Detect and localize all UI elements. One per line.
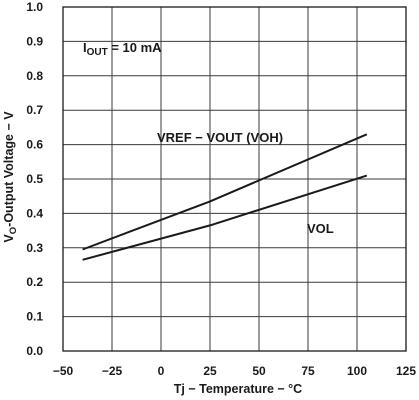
y-tick-label: 0.4 bbox=[26, 206, 43, 220]
x-tick-label: 100 bbox=[347, 364, 367, 378]
x-tick-labels: −50 −25 0 25 50 75 100 125 bbox=[53, 364, 417, 378]
series-lines bbox=[82, 133, 368, 261]
x-tick-label: −50 bbox=[53, 364, 74, 378]
x-tick-label: 0 bbox=[158, 364, 165, 378]
y-tick-label: 0.0 bbox=[26, 344, 43, 358]
x-tick-label: 125 bbox=[396, 364, 416, 378]
condition-symbol: I bbox=[83, 40, 87, 55]
x-tick-label: 25 bbox=[203, 364, 217, 378]
y-tick-label: 0.3 bbox=[26, 241, 43, 255]
plot-frame bbox=[62, 6, 407, 352]
y-axis-title-symbol: V bbox=[2, 234, 16, 243]
series-line-vol bbox=[82, 174, 368, 261]
y-tick-label: 0.8 bbox=[26, 69, 43, 83]
series-label-voh: VREF − VOUT (VOH) bbox=[157, 130, 283, 145]
y-axis-title: VO-Output Voltage − V bbox=[2, 111, 19, 243]
x-axis-title: Tj − Temperature − °C bbox=[174, 382, 302, 396]
y-tick-label: 0.5 bbox=[26, 172, 43, 186]
y-tick-label: 0.2 bbox=[26, 275, 43, 289]
condition-annotation: IOUT = 10 mA bbox=[83, 40, 162, 58]
y-axis-title-text: -Output Voltage − V bbox=[2, 111, 16, 227]
y-tick-label: 0.9 bbox=[26, 34, 43, 48]
y-tick-label: 0.1 bbox=[26, 310, 43, 324]
y-tick-label: 0.7 bbox=[26, 103, 43, 117]
x-tick-label: 50 bbox=[252, 364, 266, 378]
condition-value: = 10 mA bbox=[108, 40, 162, 55]
series-label-vol: VOL bbox=[307, 221, 334, 236]
y-axis-title-subscript: O bbox=[8, 227, 19, 234]
series-line-voh bbox=[82, 133, 368, 251]
y-tick-label: 1.0 bbox=[26, 0, 43, 14]
condition-subscript: OUT bbox=[87, 47, 108, 58]
y-tick-label: 0.6 bbox=[26, 138, 43, 152]
x-tick-label: −25 bbox=[102, 364, 123, 378]
x-tick-label: 75 bbox=[301, 364, 315, 378]
y-tick-labels: 0.0 0.1 0.2 0.3 0.4 0.5 0.6 0.7 0.8 0.9 1.0 bbox=[26, 0, 43, 358]
